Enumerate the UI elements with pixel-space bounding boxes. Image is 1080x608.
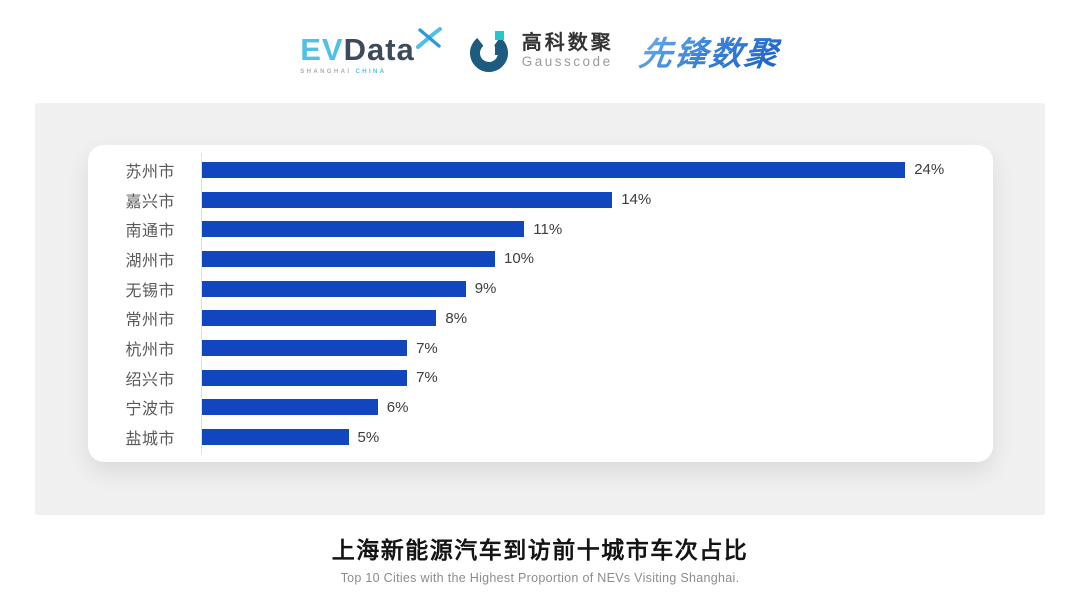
chart-row: 宁波市 6% — [88, 393, 975, 423]
category-label: 盐城市 — [125, 431, 175, 449]
bar-area: 7% — [202, 369, 975, 386]
value-label: 11% — [533, 220, 563, 238]
bar — [202, 161, 906, 178]
chart-row: 常州市 8% — [88, 304, 975, 334]
evdata-logo: EV Data SHANGHAI CHINA — [300, 27, 442, 75]
evdata-subtext: SHANGHAI CHINA — [300, 69, 386, 75]
gausscode-cn-name: 高科数聚 — [521, 31, 614, 54]
bar-chart: 苏州市 24% 嘉兴市 14% 南通市 11% 湖州市 10% 无锡市 9% 常州市 8% 杭州市 7% 绍… — [88, 153, 975, 454]
bar-area: 6% — [202, 399, 975, 416]
evdata-shanghai-text: SHANGHAI — [300, 69, 352, 75]
gausscode-g-icon — [469, 31, 508, 72]
value-label: 7% — [416, 339, 438, 357]
category-label: 嘉兴市 — [125, 193, 175, 211]
header-logos: EV Data SHANGHAI CHINA 高科数聚 Gausscode — [0, 20, 1080, 82]
evdata-data-text: Data — [343, 32, 415, 67]
chart-title: 上海新能源汽车到访前十城市车次占比 — [331, 537, 749, 563]
bar-area: 7% — [202, 340, 975, 357]
value-label: 6% — [386, 398, 409, 416]
chart-row: 苏州市 24% — [88, 155, 975, 185]
category-label: 南通市 — [125, 223, 175, 241]
bar — [202, 250, 495, 267]
bar-area: 10% — [202, 250, 975, 267]
bar-area: 24% — [202, 161, 975, 178]
xianfeng-logo: 先锋数聚 — [637, 27, 782, 75]
bar-area: 8% — [202, 310, 975, 327]
bar — [202, 280, 466, 297]
gausscode-logo: 高科数聚 Gausscode — [468, 28, 614, 74]
y-axis-line — [201, 153, 202, 454]
bar-area: 9% — [202, 280, 975, 297]
value-label: 24% — [914, 161, 945, 179]
bar — [202, 369, 408, 386]
value-label: 9% — [474, 280, 497, 298]
evdata-ev-text: EV — [300, 32, 344, 67]
value-label: 5% — [357, 428, 380, 446]
chart-panel: 苏州市 24% 嘉兴市 14% 南通市 11% 湖州市 10% 无锡市 9% 常州市 8% 杭州市 7% 绍… — [35, 103, 1045, 515]
value-label: 10% — [504, 250, 535, 268]
evdata-wordmark: EV Data — [300, 27, 442, 65]
bar-area: 5% — [202, 429, 975, 446]
bar — [202, 221, 525, 238]
bar-area: 11% — [202, 221, 975, 238]
gausscode-en-name: Gausscode — [521, 53, 613, 69]
bar — [202, 191, 613, 208]
caption: 上海新能源汽车到访前十城市车次占比 Top 10 Cities with the… — [0, 531, 1080, 585]
chart-card: 苏州市 24% 嘉兴市 14% 南通市 11% 湖州市 10% 无锡市 9% 常州市 8% 杭州市 7% 绍… — [88, 145, 993, 462]
bar — [202, 399, 378, 416]
bar-chart-rows: 苏州市 24% 嘉兴市 14% 南通市 11% 湖州市 10% 无锡市 9% 常州市 8% 杭州市 7% 绍… — [88, 155, 975, 452]
bar-area: 14% — [202, 191, 975, 208]
chart-row: 无锡市 9% — [88, 274, 975, 304]
xianfeng-text: 先锋数聚 — [636, 27, 783, 75]
category-label: 湖州市 — [125, 252, 175, 270]
category-label: 无锡市 — [125, 282, 175, 300]
category-label: 常州市 — [125, 312, 175, 330]
gausscode-text: 高科数聚 Gausscode — [521, 31, 614, 69]
category-label: 宁波市 — [125, 401, 175, 419]
evdata-china-text: CHINA — [355, 69, 387, 75]
bar — [202, 340, 408, 357]
bar — [202, 429, 349, 446]
category-label: 苏州市 — [125, 163, 175, 181]
chart-row: 湖州市 10% — [88, 244, 975, 274]
chart-row: 盐城市 5% — [88, 422, 975, 452]
chart-row: 嘉兴市 14% — [88, 185, 975, 215]
evdata-x-icon — [415, 27, 442, 49]
category-label: 绍兴市 — [125, 371, 175, 389]
chart-subtitle: Top 10 Cities with the Highest Proportio… — [340, 571, 740, 585]
value-label: 7% — [416, 369, 438, 387]
chart-row: 南通市 11% — [88, 214, 975, 244]
chart-row: 绍兴市 7% — [88, 363, 975, 393]
value-label: 8% — [445, 309, 468, 327]
chart-row: 杭州市 7% — [88, 333, 975, 363]
category-label: 杭州市 — [125, 342, 175, 360]
bar — [202, 310, 437, 327]
value-label: 14% — [621, 191, 652, 209]
